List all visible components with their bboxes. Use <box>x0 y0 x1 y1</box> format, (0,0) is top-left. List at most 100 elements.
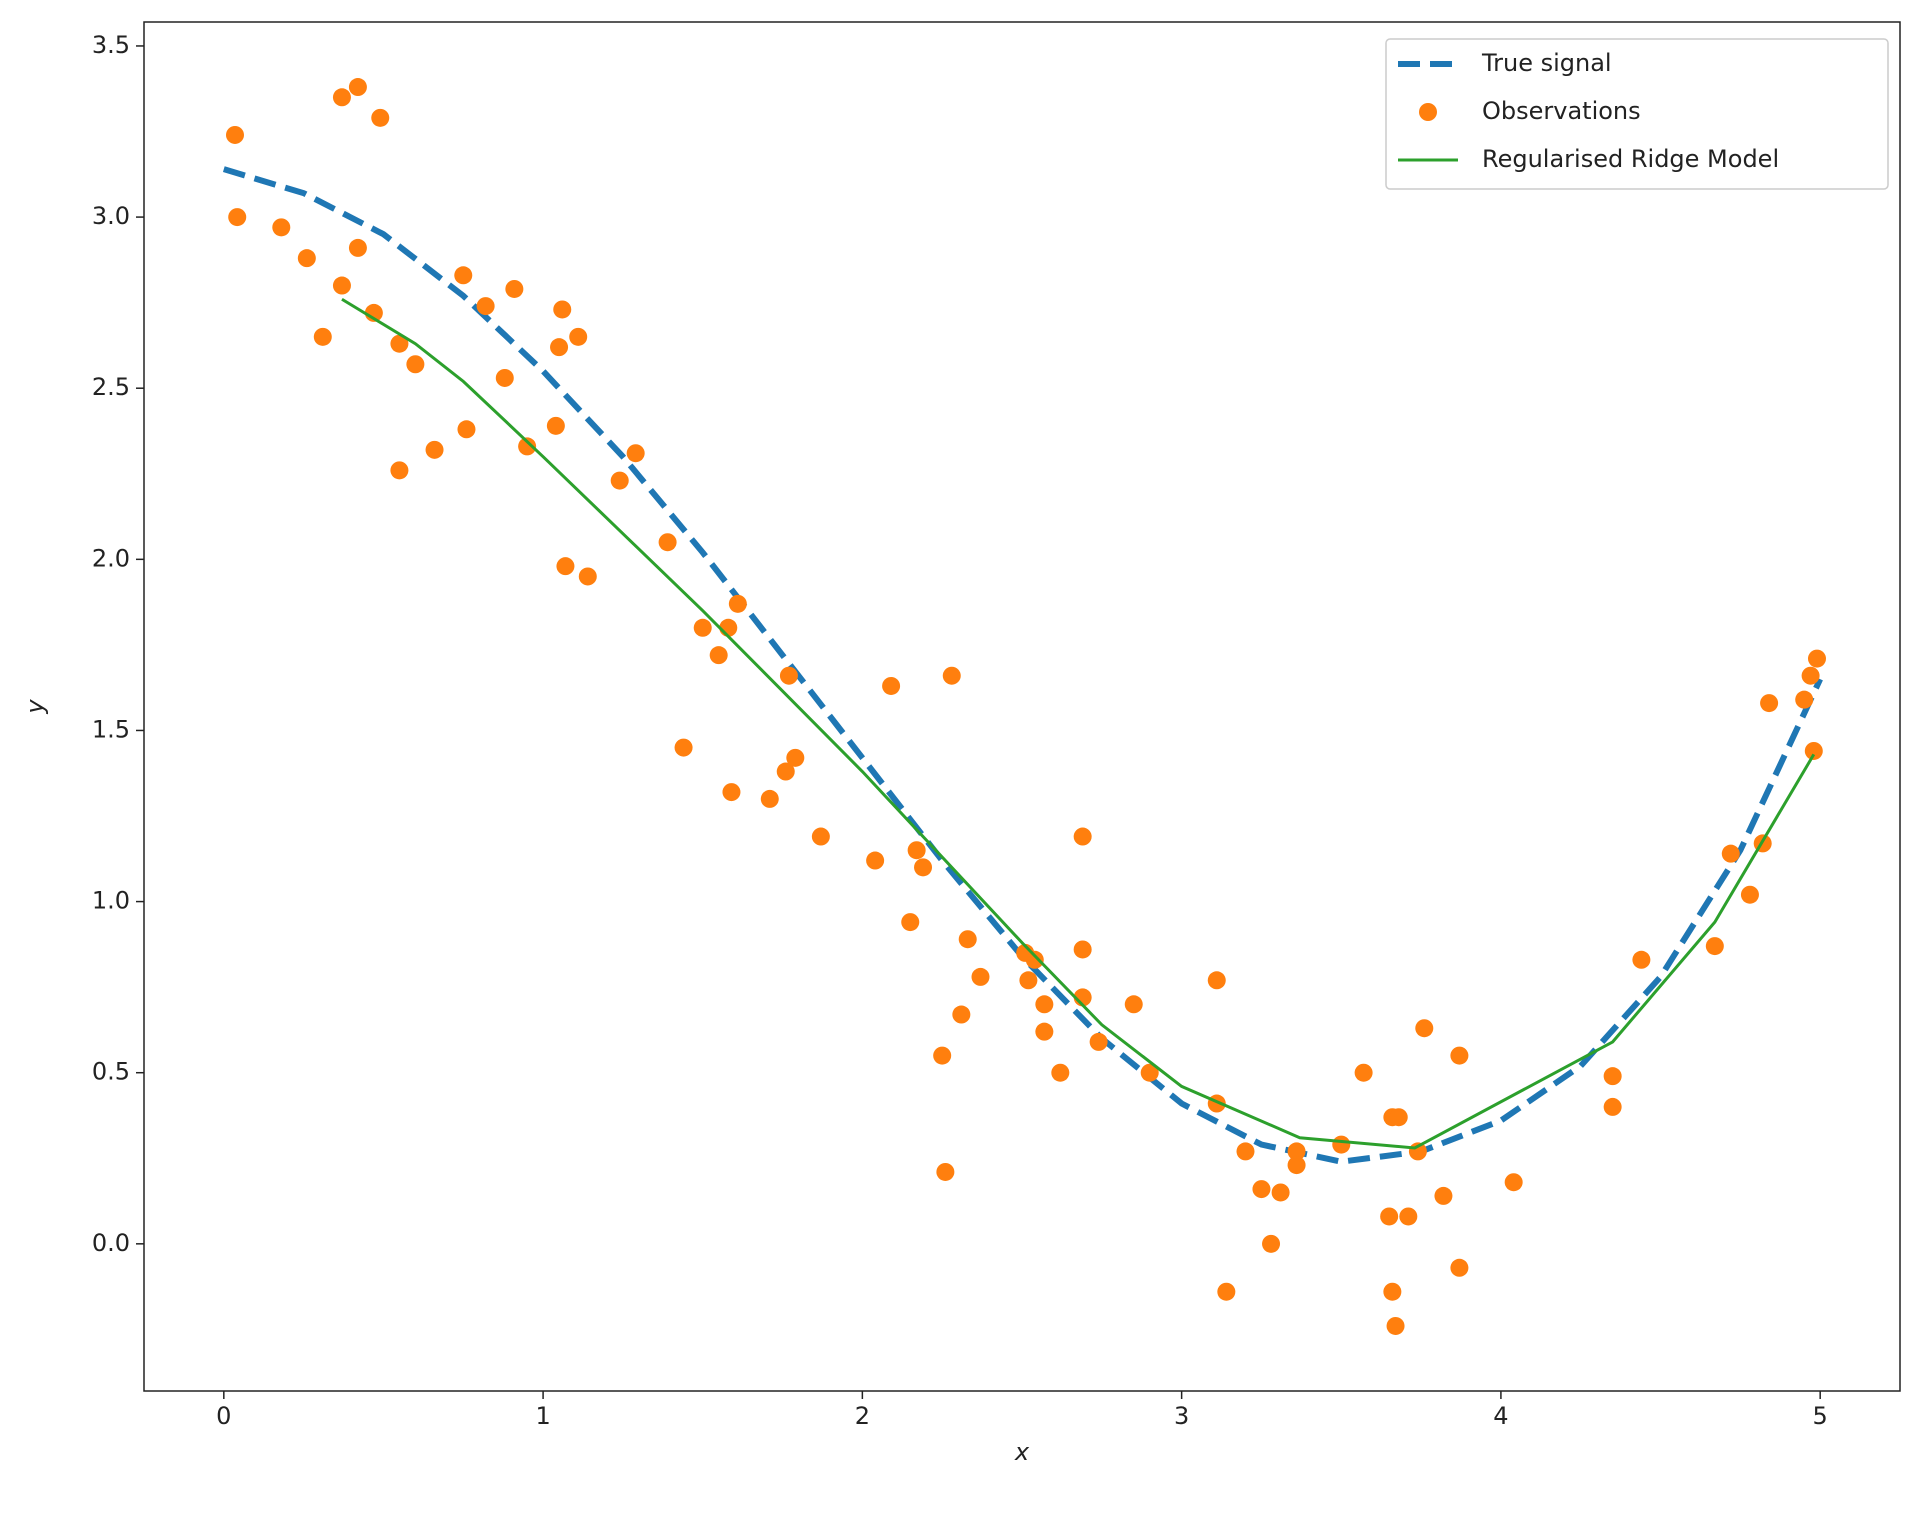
observation-point <box>1271 1183 1290 1202</box>
observation-point <box>1236 1142 1255 1161</box>
observation-point <box>971 967 990 986</box>
observation-point <box>1399 1207 1418 1226</box>
y-tick-label: 0.5 <box>92 1058 130 1086</box>
y-tick-label: 1.0 <box>92 887 130 915</box>
observation-point <box>1035 1022 1054 1041</box>
y-axis-label: y <box>21 699 49 715</box>
y-tick-label: 3.0 <box>92 202 130 230</box>
x-tick-label: 4 <box>1493 1402 1508 1430</box>
observation-point <box>228 208 247 227</box>
observation-point <box>1705 937 1724 956</box>
observation-point <box>1434 1186 1453 1205</box>
observation-point <box>811 827 830 846</box>
observation-point <box>866 851 885 870</box>
legend-marker <box>1419 103 1437 121</box>
observation-point <box>658 533 677 552</box>
observation-point <box>495 368 514 387</box>
observation-point <box>476 297 495 316</box>
legend-box <box>1385 38 1889 190</box>
observation-point <box>313 327 332 346</box>
x-tick-label: 5 <box>1813 1402 1828 1430</box>
observation-point <box>1632 950 1651 969</box>
observation-point <box>578 567 597 586</box>
observation-point <box>1089 1032 1108 1051</box>
observation-point <box>674 738 693 757</box>
series-line <box>222 166 1823 1165</box>
observation-point <box>914 858 933 877</box>
x-tick-label: 1 <box>535 1402 550 1430</box>
observation-point <box>722 783 741 802</box>
observation-point <box>610 471 629 490</box>
observation-point <box>709 646 728 665</box>
observation-point <box>1740 885 1759 904</box>
observation-point <box>348 78 367 97</box>
observation-point <box>1287 1142 1306 1161</box>
observation-point <box>933 1046 952 1065</box>
y-tick-label: 2.0 <box>92 544 130 572</box>
observation-point <box>1721 844 1740 863</box>
observation-point <box>1795 690 1814 709</box>
observation-point <box>936 1162 955 1181</box>
observation-point <box>901 913 920 932</box>
observation-point <box>1207 971 1226 990</box>
observation-point <box>719 618 738 637</box>
observation-point <box>1124 995 1143 1014</box>
observation-point <box>1025 950 1044 969</box>
observation-point <box>1389 1108 1408 1127</box>
observation-point <box>1603 1097 1622 1116</box>
observation-point <box>1287 1156 1306 1175</box>
x-axis-label: x <box>1014 1438 1030 1466</box>
observation-point <box>1386 1316 1405 1335</box>
observation-point <box>1380 1207 1399 1226</box>
observation-point <box>390 334 409 353</box>
observation-point <box>454 266 473 285</box>
observation-point <box>457 420 476 439</box>
observation-point <box>1383 1282 1402 1301</box>
observation-point <box>569 327 588 346</box>
observation-point <box>556 557 575 576</box>
observation-point <box>786 748 805 767</box>
observation-point <box>952 1005 971 1024</box>
legend-label: Observations <box>1482 97 1641 125</box>
observation-point <box>958 930 977 949</box>
observation-point <box>1262 1234 1281 1253</box>
x-tick-label: 0 <box>216 1402 231 1430</box>
observation-point <box>272 218 291 237</box>
observation-point <box>1807 649 1826 668</box>
observation-point <box>1217 1282 1236 1301</box>
observation-point <box>332 88 351 107</box>
observation-point <box>626 444 645 463</box>
observation-point <box>776 762 795 781</box>
observation-point <box>1140 1063 1159 1082</box>
observation-point <box>907 841 926 860</box>
observation-point <box>1603 1067 1622 1086</box>
observation-point <box>779 666 798 685</box>
observation-point <box>1760 694 1779 713</box>
observation-point <box>1801 666 1820 685</box>
observation-point <box>942 666 961 685</box>
observation-point <box>1051 1063 1070 1082</box>
y-tick-label: 1.5 <box>92 715 130 743</box>
observation-point <box>1073 827 1092 846</box>
legend-label: Regularised Ridge Model <box>1482 145 1779 173</box>
observation-point <box>1073 940 1092 959</box>
observation-point <box>371 108 390 127</box>
observation-point <box>1504 1173 1523 1192</box>
observation-point <box>1804 741 1823 760</box>
observation-point <box>1450 1046 1469 1065</box>
observation-point <box>1332 1135 1351 1154</box>
observation-point <box>882 676 901 695</box>
observation-point <box>1252 1180 1271 1199</box>
observation-point <box>1415 1019 1434 1038</box>
plot-frame <box>143 21 1901 1392</box>
x-tick-label: 2 <box>855 1402 870 1430</box>
observation-point <box>1354 1063 1373 1082</box>
y-tick-label: 2.5 <box>92 373 130 401</box>
observation-point <box>225 125 244 144</box>
observation-point <box>332 276 351 295</box>
observation-point <box>550 338 569 357</box>
observation-point <box>348 238 367 257</box>
y-tick-label: 0.0 <box>92 1229 130 1257</box>
